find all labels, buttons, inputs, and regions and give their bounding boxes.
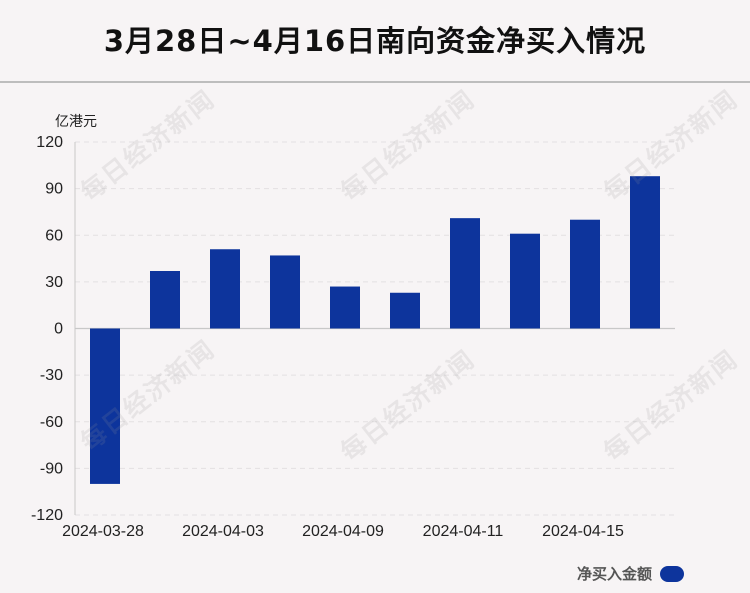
bar xyxy=(150,270,180,329)
legend-swatch xyxy=(660,565,684,582)
y-tick-label: 120 xyxy=(36,134,63,151)
bar xyxy=(270,255,300,329)
y-tick-label: -60 xyxy=(40,414,63,431)
x-tick-label: 2024-04-03 xyxy=(182,523,264,540)
bar xyxy=(450,218,480,329)
bar xyxy=(330,286,360,329)
legend-label: 净买入金额 xyxy=(576,565,652,583)
bar xyxy=(90,328,120,484)
bar xyxy=(390,292,420,329)
x-tick-label: 2024-04-09 xyxy=(302,523,384,540)
y-tick-label: -120 xyxy=(31,507,63,524)
y-tick-label: 60 xyxy=(45,227,63,244)
legend: 净买入金额 xyxy=(577,563,684,584)
bar xyxy=(630,176,660,329)
y-tick-label: 0 xyxy=(54,321,63,338)
x-tick-label: 2024-03-28 xyxy=(62,523,144,540)
title-divider xyxy=(0,81,750,83)
y-tick-label: 90 xyxy=(45,181,63,198)
y-axis-label: 亿港元 xyxy=(55,114,97,130)
bar xyxy=(510,233,540,329)
y-tick-label: -90 xyxy=(40,460,63,477)
x-tick-label: 2024-04-15 xyxy=(542,523,624,540)
bar xyxy=(570,219,600,329)
y-tick-label: -30 xyxy=(40,367,63,384)
chart-title: 3月28日~4月16日南向资金净买入情况 xyxy=(103,24,647,58)
bar xyxy=(210,249,240,329)
y-tick-label: 30 xyxy=(45,274,63,291)
x-tick-label: 2024-04-11 xyxy=(423,523,504,540)
